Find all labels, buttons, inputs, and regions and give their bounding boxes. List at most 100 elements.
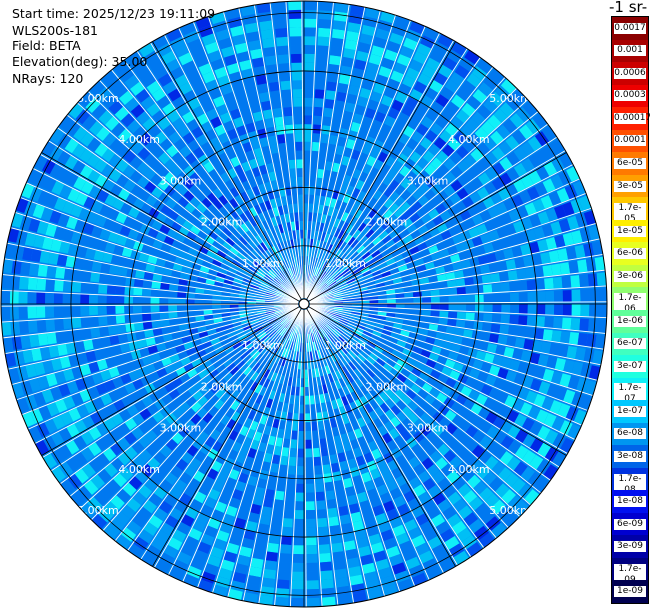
ppi-gate (271, 179, 279, 190)
ppi-gate (295, 501, 304, 511)
ppi-ray-line (26, 182, 299, 303)
ppi-gate (500, 420, 514, 434)
ppi-gate (255, 234, 263, 244)
ppi-gate (472, 416, 485, 429)
ppi-gate (452, 362, 464, 373)
ppi-gate (102, 93, 117, 109)
ppi-gate (259, 202, 267, 212)
ppi-gate (295, 351, 299, 361)
ppi-gate (312, 257, 316, 267)
ppi-gate (248, 39, 262, 51)
ppi-gate (295, 141, 303, 151)
ppi-gate (176, 384, 187, 395)
ppi-gate (359, 87, 372, 99)
ppi-gate (166, 28, 182, 42)
ppi-gate (378, 230, 389, 240)
ppi-gate (229, 308, 239, 312)
ppi-gate (339, 266, 348, 274)
ppi-gate (330, 256, 337, 265)
ppi-gate (352, 229, 362, 239)
ppi-gate (87, 386, 100, 399)
ppi-gate (226, 418, 236, 430)
ppi-gate (111, 221, 123, 234)
ppi-gate (317, 320, 325, 328)
ppi-gate (520, 174, 534, 189)
ppi-gate (318, 367, 324, 377)
ppi-gate (358, 545, 371, 557)
ppi-gate (422, 304, 432, 310)
ppi-gate (380, 529, 394, 542)
ppi-gate (208, 394, 219, 405)
ppi-ray-line (309, 192, 587, 303)
ppi-gate (545, 304, 555, 315)
ppi-gate (348, 566, 362, 577)
ppi-gate (345, 352, 354, 362)
ppi-gate (91, 338, 103, 349)
ppi-gate (408, 477, 422, 490)
ppi-gate (382, 363, 393, 373)
ppi-gate (271, 343, 278, 352)
ppi-gate (267, 435, 276, 446)
ppi-gate (201, 33, 216, 46)
ppi-gate (472, 380, 485, 392)
ppi-gate (488, 387, 501, 400)
ppi-gate (197, 541, 212, 554)
ppi-gate (62, 293, 72, 304)
ppi-gate (356, 232, 365, 242)
ppi-gate (437, 373, 449, 384)
ppi-center-marker (298, 298, 310, 310)
ppi-gate (180, 514, 195, 527)
ppi-gate (149, 247, 161, 257)
ppi-gate (354, 398, 364, 409)
ppi-gate (439, 304, 449, 311)
ppi-gate (366, 369, 376, 379)
ppi-gate (480, 509, 495, 525)
ppi-gate (397, 503, 410, 516)
ppi-gate (318, 259, 324, 269)
ppi-gate (287, 340, 292, 350)
ppi-gate (321, 315, 330, 322)
ppi-gate (210, 384, 221, 394)
ppi-gate (322, 314, 331, 321)
ppi-gate (193, 256, 204, 265)
ppi-gate (45, 193, 59, 208)
ppi-gate (179, 145, 192, 158)
ppi-gate (378, 567, 393, 579)
ppi-gate (477, 186, 490, 200)
ppi-gate (225, 327, 235, 334)
ppi-gate (202, 71, 216, 84)
ppi-gate (239, 500, 251, 512)
ppi-gate (144, 329, 154, 338)
ppi-gate (439, 249, 450, 258)
ppi-gate (185, 347, 196, 356)
ppi-gate (195, 54, 209, 68)
ppi-gate (406, 171, 418, 183)
ppi-gate (491, 401, 504, 415)
ppi-gate (317, 526, 329, 537)
ppi-gate (438, 404, 450, 416)
ppi-gate (485, 411, 498, 425)
ppi-gate (164, 364, 176, 374)
ppi-gate (66, 121, 81, 137)
ppi-gate (58, 444, 72, 460)
ppi-gate (444, 409, 457, 422)
ppi-gate (192, 438, 204, 450)
ppi-gate (249, 217, 258, 227)
ppi-gate (28, 426, 42, 442)
ppi-gate (364, 255, 374, 263)
ppi-gate (347, 430, 356, 442)
ppi-gate (351, 311, 361, 316)
ppi-gate (291, 266, 296, 276)
ppi-gate (368, 314, 378, 319)
ppi-gate (318, 429, 326, 439)
ppi-gate (148, 493, 163, 507)
ppi-gate (270, 226, 277, 237)
ppi-gate (306, 256, 309, 265)
ppi-gate (304, 80, 314, 90)
ppi-gate (327, 321, 336, 329)
ppi-gate (369, 296, 379, 300)
ppi-gate (571, 289, 581, 302)
ppi-gate (183, 190, 195, 202)
ppi-gate (333, 480, 344, 491)
ppi-gate (88, 458, 103, 473)
